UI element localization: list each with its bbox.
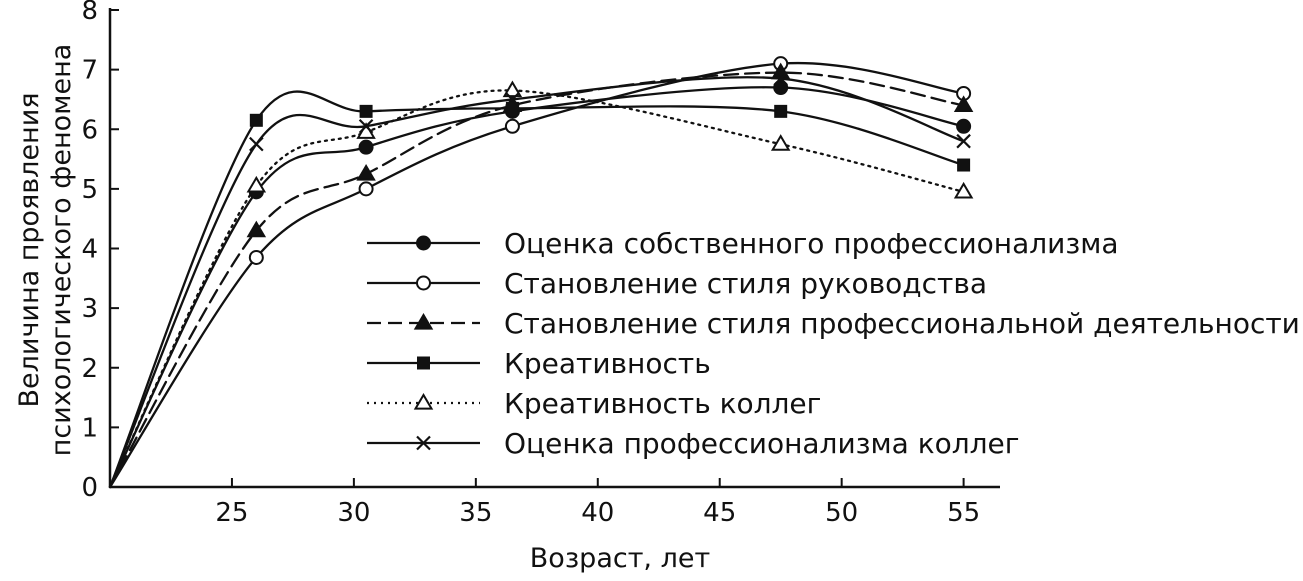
data-point [505, 101, 519, 115]
series-line [108, 71, 965, 489]
y-tick-label: 8 [81, 0, 98, 26]
data-point [505, 92, 520, 107]
data-point [504, 118, 520, 134]
axis-labels: Возраст, лет Величина проявления психоло… [14, 44, 710, 574]
series-line [108, 86, 965, 489]
y-tick-label: 6 [81, 115, 98, 145]
legend-label: Креативность [504, 347, 711, 380]
data-point [249, 113, 263, 127]
series-4 [108, 90, 971, 489]
data-point [358, 181, 374, 197]
y-tick-label: 0 [81, 473, 98, 503]
series-6 [108, 71, 971, 489]
legend-label: Креативность коллег [504, 387, 821, 420]
legend-marker [416, 275, 431, 291]
data-point [774, 104, 788, 118]
series-line [108, 76, 965, 489]
x-axis-label: Возраст, лет [530, 543, 710, 574]
x-tick-label: 25 [215, 498, 248, 528]
data-point [770, 134, 791, 151]
legend-marker [416, 235, 431, 251]
data-point [359, 104, 373, 118]
data-point [956, 118, 972, 134]
legend: Оценка собственного профессионализма Стан… [367, 227, 1300, 460]
data-point [248, 249, 264, 265]
data-point [773, 80, 789, 96]
legend-label: Оценка профессионализма коллег [504, 427, 1020, 460]
data-point [953, 181, 974, 199]
series-line [108, 89, 965, 489]
data-point [246, 220, 267, 238]
y-tick-label: 1 [81, 413, 98, 443]
legend-item: Креативность [367, 347, 711, 380]
data-point [358, 139, 374, 155]
data-point [953, 95, 974, 112]
legend-item: Становление стиля профессиональной деяте… [367, 307, 1300, 340]
x-tick-label: 35 [459, 498, 492, 528]
series-5 [108, 80, 974, 489]
y-tick-label: 5 [81, 175, 98, 205]
x-tick-label: 55 [947, 498, 980, 528]
data-point [773, 71, 788, 86]
data-point [249, 136, 264, 152]
x-tick-label: 50 [825, 498, 858, 528]
legend-label: Оценка собственного профессионализма [504, 227, 1119, 260]
legend-label: Становление стиля руководства [504, 267, 987, 300]
y-tick-label: 2 [81, 354, 98, 384]
y-tick-label: 3 [81, 294, 98, 324]
data-point [957, 158, 971, 172]
data-point [956, 133, 971, 149]
series-line [108, 61, 965, 489]
legend-label: Становление стиля профессиональной деяте… [504, 307, 1300, 340]
y-tick-label: 4 [81, 235, 98, 265]
series-2 [108, 56, 972, 489]
x-tick-label: 45 [703, 498, 736, 528]
legend-marker [417, 356, 430, 370]
y-axis-label-line-2: психологического феномена [46, 44, 77, 457]
legend-marker [416, 435, 431, 451]
y-axis-label-line-1: Величина проявления [14, 93, 45, 408]
y-tick-label: 7 [81, 56, 98, 86]
series-group [108, 56, 974, 489]
legend-item: Становление стиля руководства [367, 267, 987, 300]
data-point [358, 118, 374, 134]
legend-item: Оценка собственного профессионализма [367, 227, 1119, 260]
legend-marker [413, 313, 434, 330]
legend-marker [413, 393, 434, 410]
legend-item: Оценка профессионализма коллег [367, 427, 1020, 460]
data-point [356, 163, 376, 181]
legend-item: Креативность коллег [367, 387, 821, 420]
x-tick-label: 40 [581, 498, 614, 528]
x-tick-label: 30 [337, 498, 370, 528]
data-point [246, 175, 267, 193]
data-point [502, 80, 523, 98]
